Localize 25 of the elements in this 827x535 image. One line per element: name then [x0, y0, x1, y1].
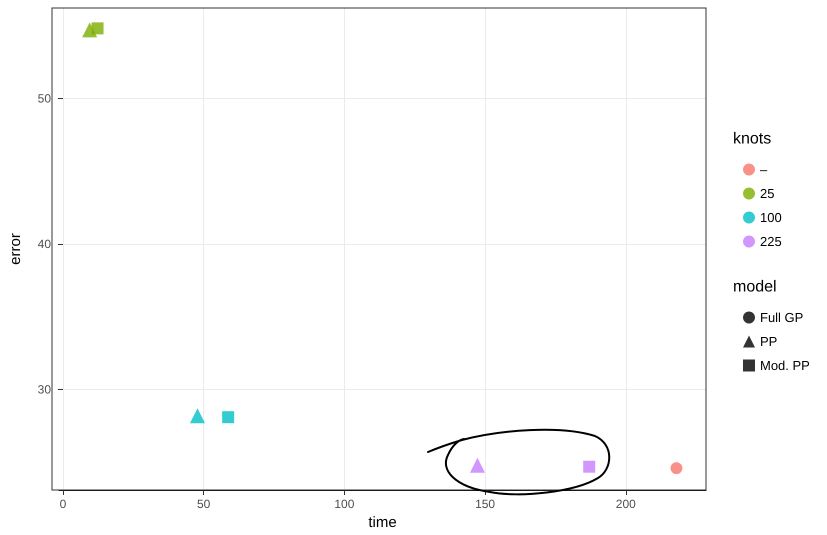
- y-tick-label: 50: [38, 91, 52, 106]
- legend-label: 25: [760, 186, 774, 201]
- point: [190, 408, 205, 424]
- y-tick-label: 40: [38, 236, 52, 251]
- x-tick-label: 0: [60, 497, 67, 511]
- point: [92, 22, 104, 34]
- x-axis-title: time: [368, 514, 397, 531]
- y-axis-title: error: [7, 233, 24, 265]
- point: [583, 460, 596, 473]
- legend-label: 225: [760, 234, 782, 249]
- x-tick-label: 100: [334, 497, 355, 511]
- text: knots: [733, 130, 772, 148]
- point: [222, 411, 234, 424]
- legend-label: Full GP: [760, 310, 804, 325]
- x-tick-label: 50: [196, 497, 211, 511]
- point: [470, 458, 485, 473]
- text: model: [733, 278, 777, 296]
- legend-label: –: [760, 162, 768, 177]
- x-tick-label: 150: [475, 497, 496, 511]
- legend-label: 100: [760, 210, 782, 225]
- x-tick-label: 200: [616, 497, 636, 511]
- y-tick-label: 30: [38, 382, 52, 397]
- point: [670, 462, 682, 474]
- legend-label: PP: [760, 334, 778, 349]
- legend-label: Mod. PP: [760, 358, 810, 373]
